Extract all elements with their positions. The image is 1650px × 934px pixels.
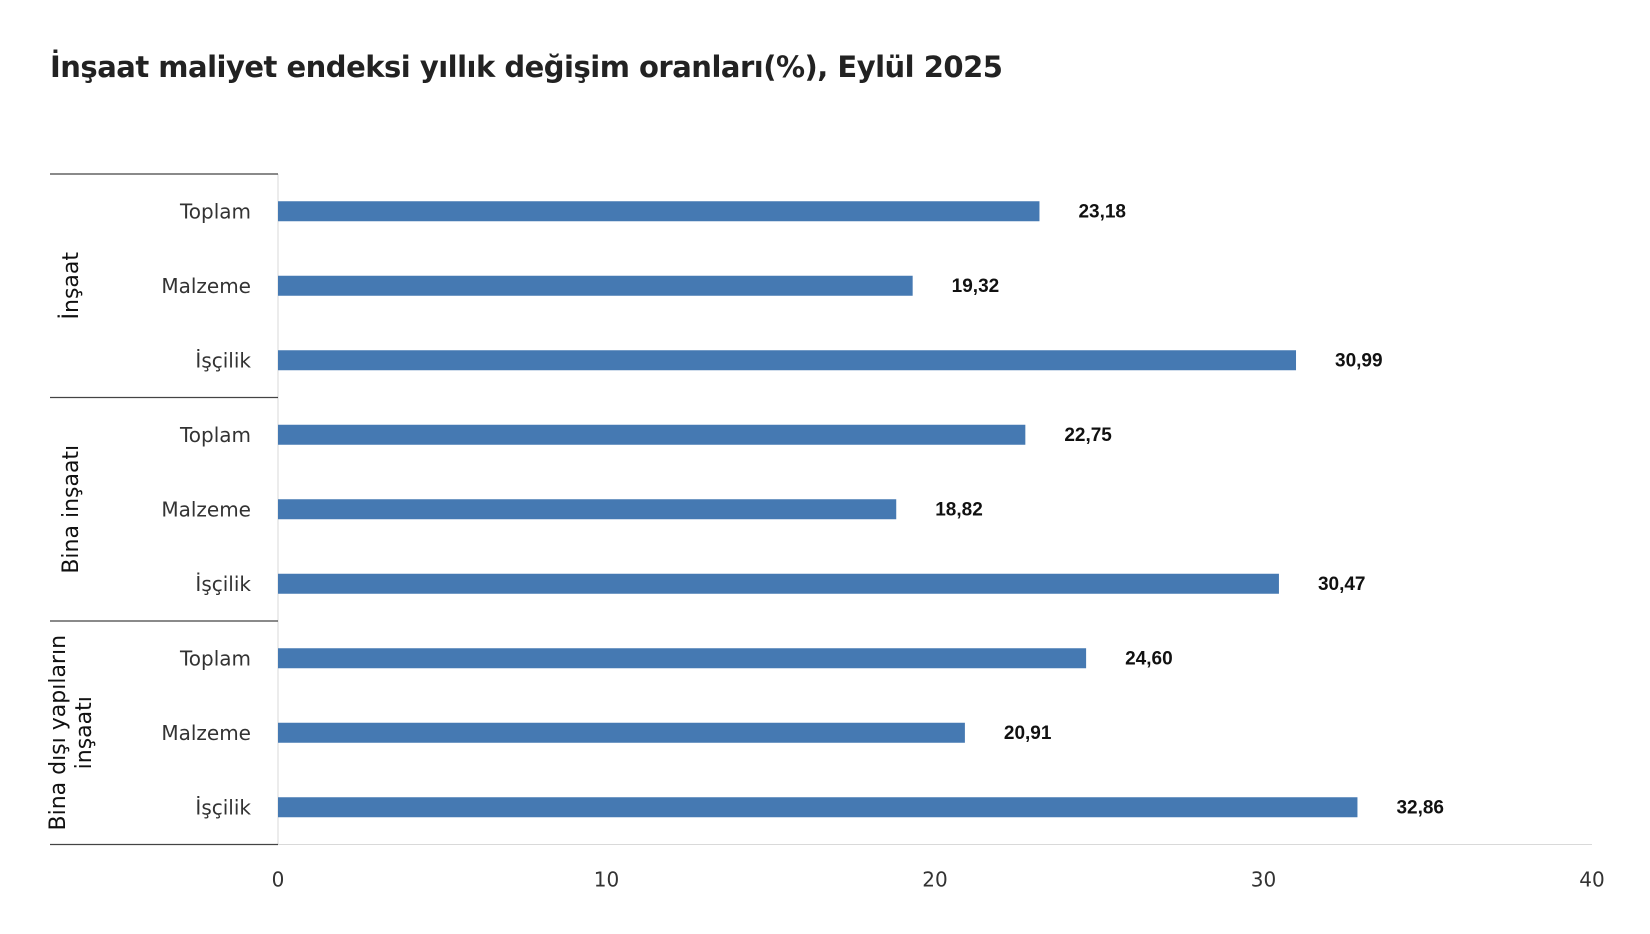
bar	[278, 648, 1087, 669]
bar	[278, 201, 1040, 222]
group-label-line: Bina dışı yapıların	[46, 635, 71, 831]
bar	[278, 350, 1297, 371]
category-label: Toplam	[179, 423, 251, 447]
data-label: 30,99	[1335, 350, 1383, 371]
data-label: 19,32	[952, 276, 1000, 297]
group-label: Bina dışı yapılarıninşaatı	[46, 635, 97, 831]
group-label-line: inşaatı	[72, 696, 97, 769]
category-label: Toplam	[179, 199, 251, 223]
category-label: İşçilik	[195, 572, 251, 596]
bar	[278, 797, 1358, 818]
bar	[278, 275, 913, 296]
bar	[278, 722, 965, 743]
data-label: 30,47	[1318, 574, 1366, 595]
category-label: Toplam	[179, 646, 251, 670]
category-label: Malzeme	[161, 274, 251, 298]
bar	[278, 424, 1026, 445]
group-label-line: Bina inşaatı	[59, 445, 84, 574]
bar	[278, 573, 1279, 594]
group-label: Bina inşaatı	[59, 445, 84, 574]
x-tick-label: 40	[1579, 868, 1604, 892]
category-label: Malzeme	[161, 497, 251, 521]
x-tick-label: 0	[272, 868, 285, 892]
category-label: Malzeme	[161, 721, 251, 745]
group-label-line: İnşaat	[58, 252, 84, 320]
chart-title: İnşaat maliyet endeksi yıllık değişim or…	[50, 50, 1003, 84]
category-label: İşçilik	[195, 795, 251, 819]
category-label: İşçilik	[195, 348, 251, 372]
x-tick-label: 30	[1251, 868, 1276, 892]
x-tick-label: 20	[922, 868, 947, 892]
data-label: 22,75	[1064, 425, 1112, 446]
data-label: 18,82	[935, 499, 983, 520]
data-label: 24,60	[1125, 648, 1173, 669]
group-label: İnşaat	[58, 252, 84, 320]
data-label: 23,18	[1078, 201, 1126, 222]
bar	[278, 499, 897, 520]
data-label: 20,91	[1004, 723, 1052, 744]
x-tick-label: 10	[594, 868, 619, 892]
data-label: 32,86	[1396, 797, 1444, 818]
